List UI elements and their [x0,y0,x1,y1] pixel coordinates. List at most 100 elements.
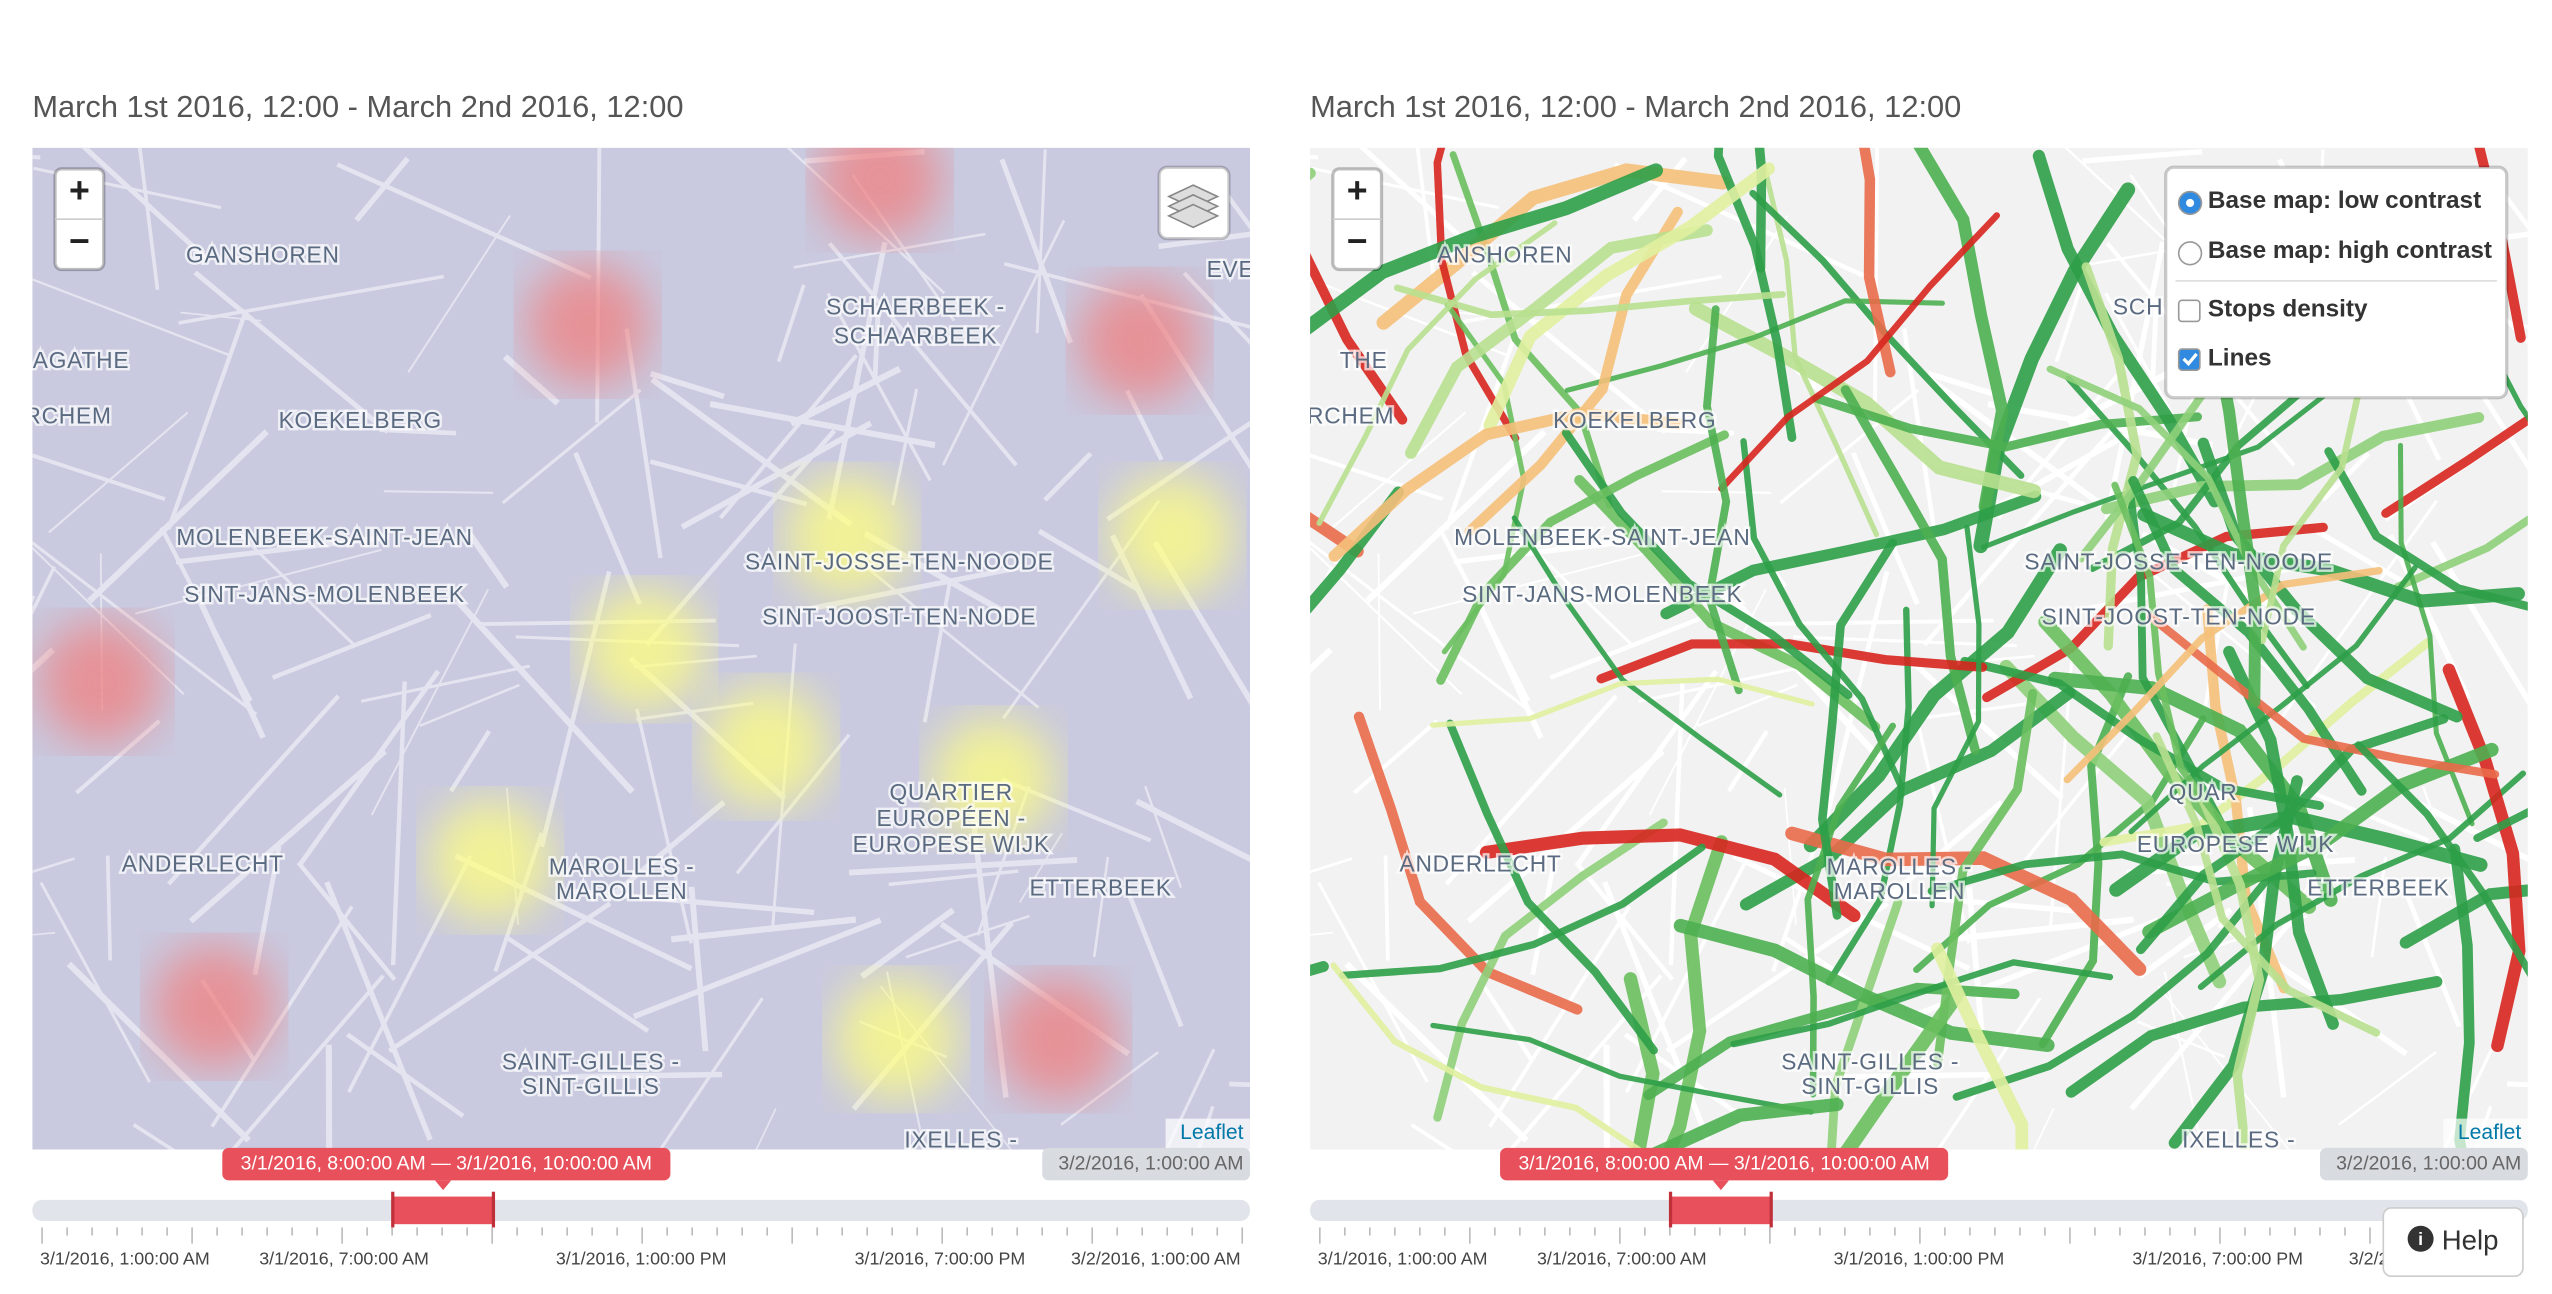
help-label[interactable]: Help [2442,1224,2499,1255]
street [828,241,1018,467]
transit-line [1433,147,1520,443]
slider-tick-label: 3/1/2016, 1:00:00 PM [1834,1249,2005,1269]
transit-line [1393,284,1786,319]
transit-line [2137,507,2525,608]
street [649,371,725,400]
street [848,856,1078,876]
place-label: MAROLLEN [1834,878,1965,904]
street [360,664,531,703]
transit-line [1310,486,1405,614]
street [32,540,258,716]
transit-line [1430,1022,1814,1115]
street [379,427,457,436]
transit-line [1405,224,1713,459]
transit-line [1310,163,1664,335]
transit-line [2324,447,2528,611]
street [346,1032,465,1118]
checkbox[interactable] [2177,348,2201,371]
street [87,429,269,604]
street [1488,905,1632,1128]
attribution[interactable]: Leaflet [1180,1121,1243,1144]
street [178,274,445,325]
help-button[interactable] [2382,1207,2524,1277]
street [232,526,357,647]
range-label: 3/1/2016, 8:00:00 AM — 3/1/2016, 10:00:0… [1518,1152,1929,1174]
help-i: i [2418,1229,2423,1249]
transit-line [1464,206,1683,537]
place-label: SCH [2113,293,2163,319]
slider-range[interactable] [392,1196,494,1225]
transit-line [2047,671,2338,907]
street [503,934,650,1033]
heat-blob [152,944,276,1069]
street [2033,1108,2055,1150]
street [2430,540,2528,706]
badge-pointer [1712,1180,1729,1191]
zoom-out[interactable]: − [1347,221,1368,261]
panel-title: March 1st 2016, 12:00 - March 2nd 2016, … [1310,89,1961,124]
transit-line [1436,430,1729,685]
transit-line [1839,989,1964,1150]
street [1638,664,1808,703]
street [1696,683,1798,728]
street [649,459,808,507]
street [2054,284,2084,363]
street [271,613,432,680]
checkbox[interactable] [2177,299,2201,323]
zoom-in[interactable]: + [69,171,90,211]
transit-line [2046,365,2307,651]
street [188,749,388,924]
layer-option[interactable]: Lines [2208,344,2272,371]
place-label: QUAR [2169,779,2238,805]
zoom-in[interactable]: + [1347,171,1368,211]
street [999,158,1073,344]
transit-line [1929,524,1982,909]
street [1060,1051,1160,1126]
street [803,564,1025,613]
street [1035,149,1047,334]
street [1383,855,1390,961]
layer-option[interactable]: Base map: low contrast [2208,187,2481,214]
place-label: GANSHOREN [186,242,340,268]
transit-line [1449,151,1613,509]
street [324,881,433,1141]
slider-tick-label: 3/1/2016, 1:00:00 AM [40,1249,210,1269]
slider-range[interactable] [1670,1196,1772,1225]
street [1966,886,1987,1052]
transit-line [1330,962,1644,1150]
layer-option[interactable]: Base map: high contrast [2208,237,2492,264]
place-label: SAINT-JOSSE-TEN-NOODE [2024,548,2333,574]
layer-option[interactable]: Stops density [2208,296,2368,323]
street [1310,453,1444,502]
street [32,565,57,616]
street [1936,997,2042,1150]
radio[interactable] [2177,241,2203,266]
place-label: KOEKELBERG [1553,407,1716,433]
map: ANSHOREN THE RCHEM KOEKELBERG SCH MOLENBEEK-S… [1310,147,2528,1150]
street [1158,231,1251,250]
transit-line [1353,711,1583,1015]
place-label: ETTERBEEK [2307,875,2449,901]
street [941,219,1066,466]
zoom-out[interactable]: − [69,221,90,261]
attribution[interactable]: Leaflet [2458,1121,2521,1144]
transit-line [2100,412,2485,515]
street [407,215,511,373]
street [175,534,389,565]
street [193,270,390,434]
transit-line [2152,732,2381,1037]
place-label: RCHEM [24,402,111,428]
street [1182,271,1251,346]
street [658,997,764,1150]
map: GANSHOREN AGATHE RCHEM KOEKELBERG SCHAERBEEK… [24,147,1251,1150]
street [137,147,160,290]
street [1478,979,1535,1063]
slider-tick-label: 3/1/2016, 7:00:00 PM [855,1249,1026,1269]
street [1043,451,1093,502]
range-badge [1500,1147,1949,1181]
street [296,861,397,981]
street [860,907,955,979]
transit-line [2147,612,2500,779]
street [32,278,231,357]
street [1549,613,1710,680]
